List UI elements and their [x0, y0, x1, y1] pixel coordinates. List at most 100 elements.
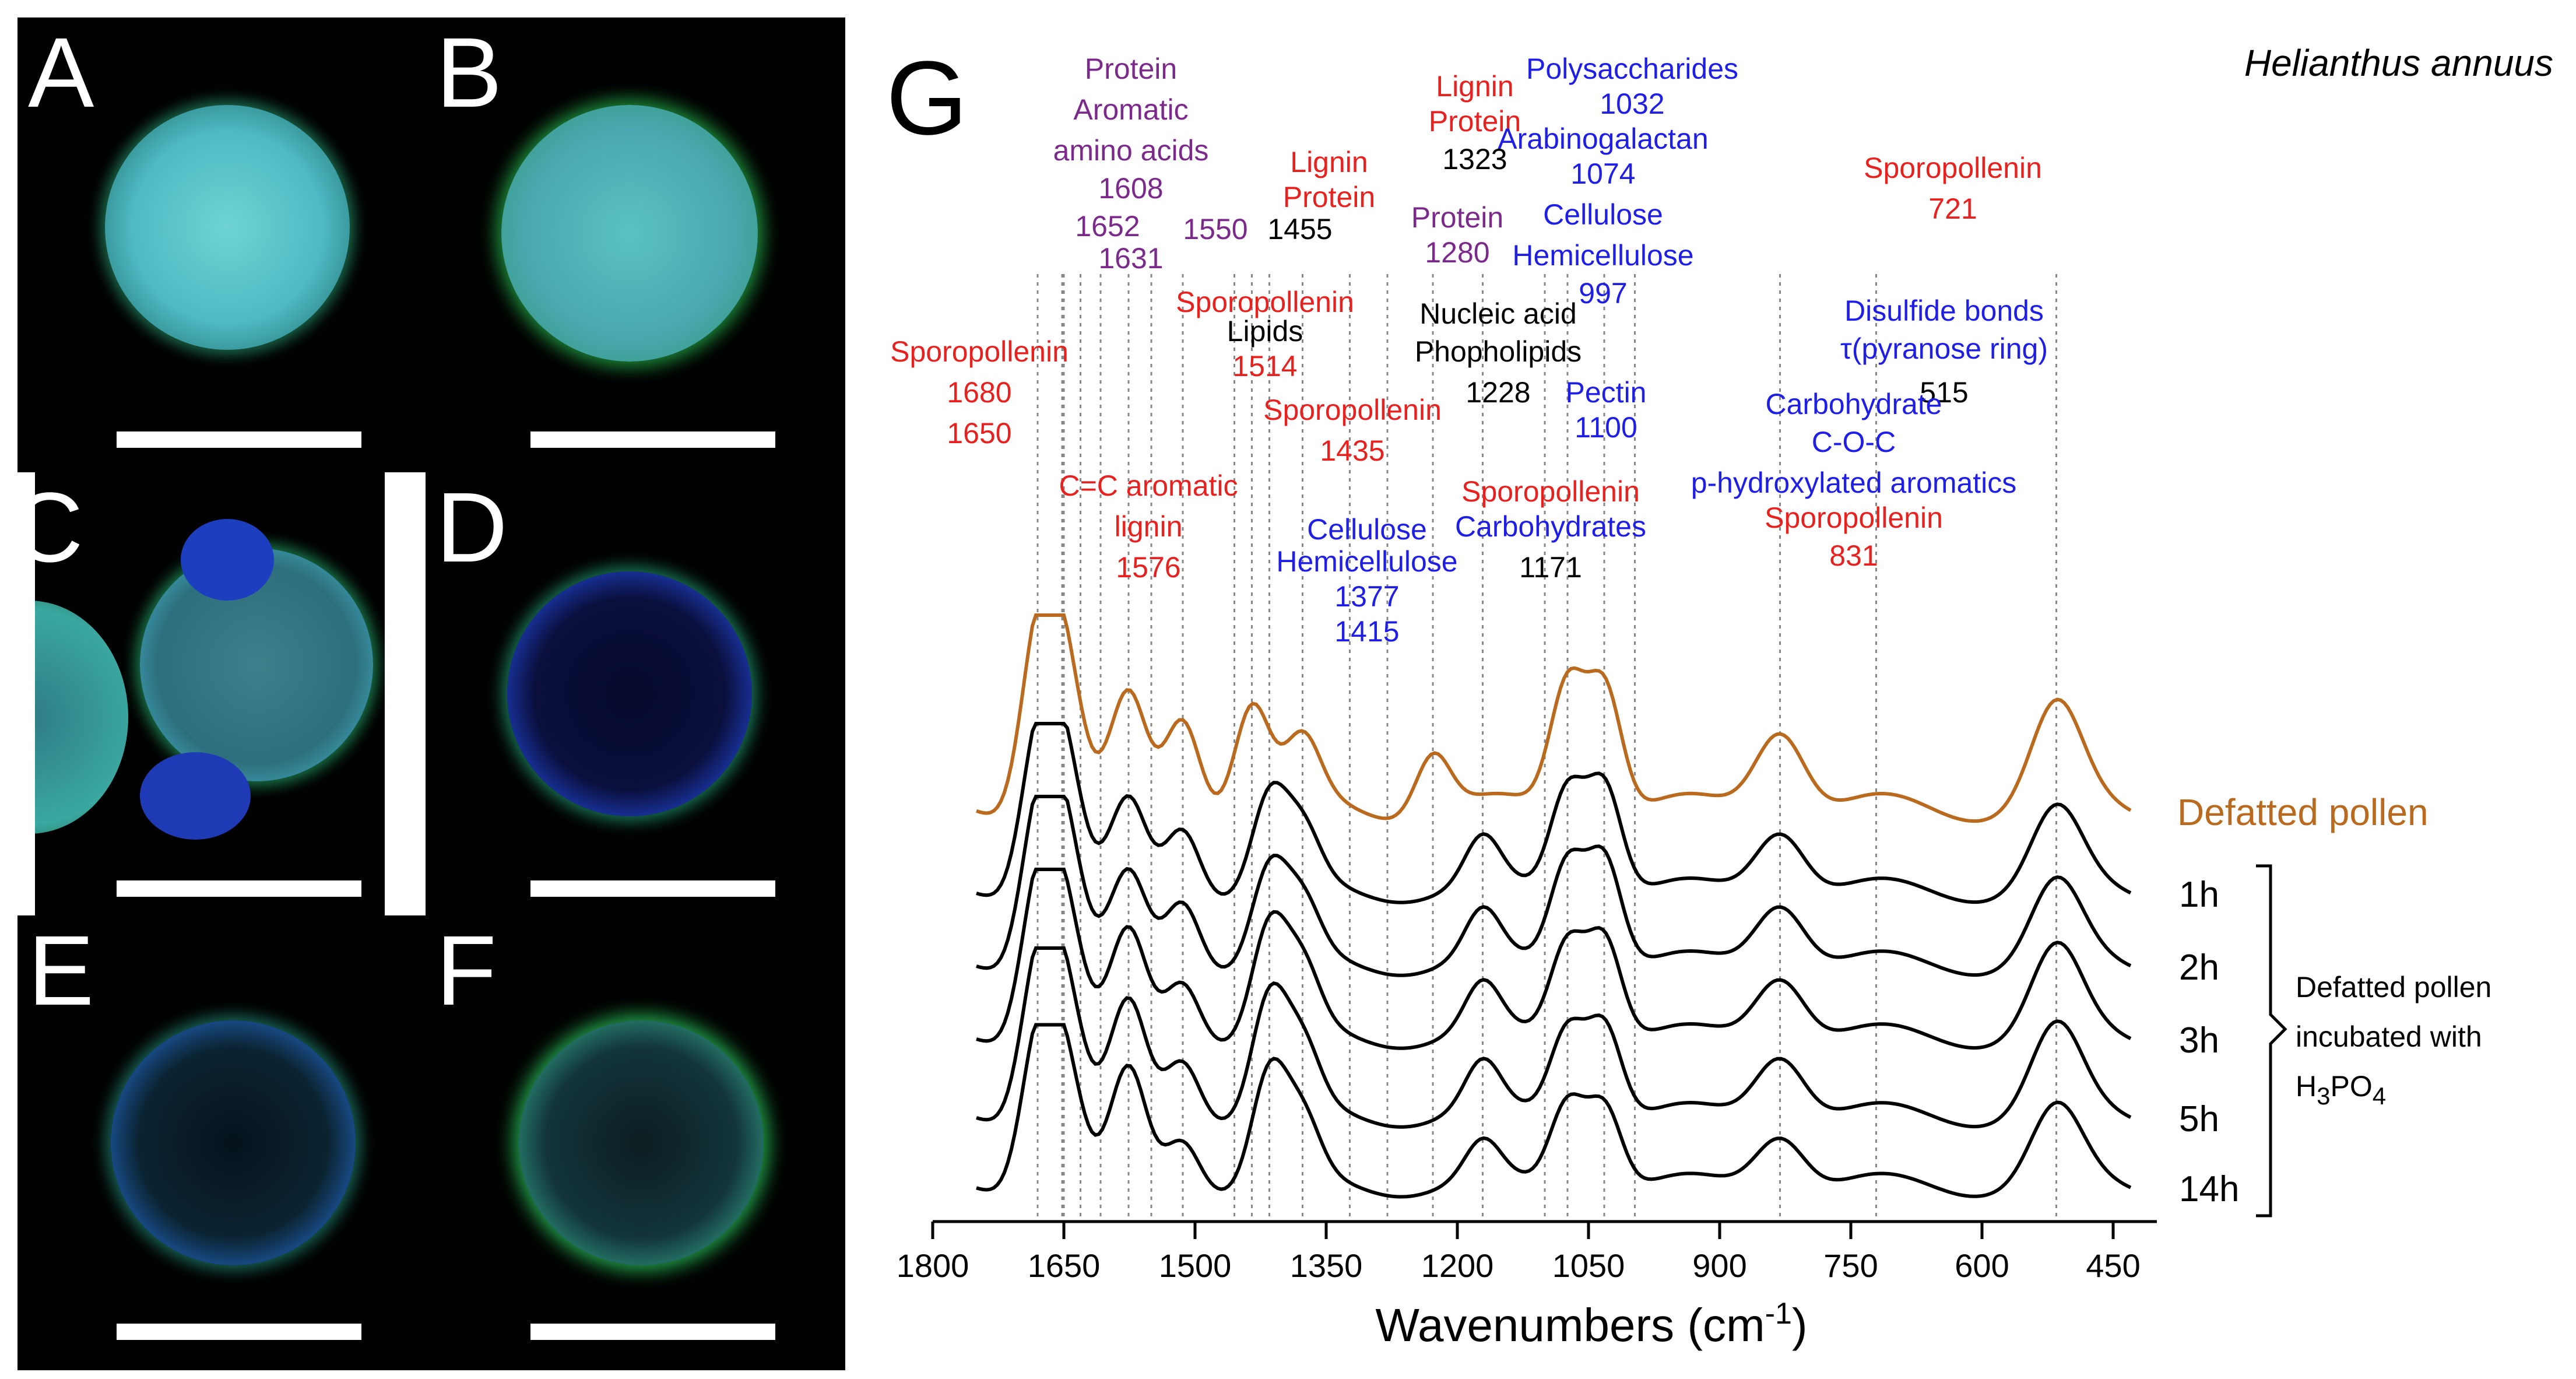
- x-axis-label: Wavenumbers (cm-1): [1375, 1297, 1807, 1351]
- x-tick-label: 1050: [1552, 1247, 1625, 1284]
- band-annotation: C=C aromatic: [1059, 469, 1238, 502]
- band-annotation: amino acids: [1053, 134, 1209, 167]
- band-annotation: 831: [1829, 539, 1878, 572]
- band-annotation: Cellulose: [1307, 513, 1427, 546]
- scale-bar: [117, 880, 361, 897]
- spectrum-line: [976, 613, 2132, 823]
- micrograph-panel-f: F: [426, 915, 845, 1370]
- bracket-label-line-1: Defatted pollen: [2296, 971, 2491, 1003]
- pollen-grain: [111, 1020, 356, 1265]
- scale-bar: [117, 431, 361, 448]
- band-annotation: 1032: [1600, 87, 1664, 120]
- micrograph-grid: A B C D E F: [0, 0, 863, 1379]
- x-tick-label: 600: [1955, 1247, 2009, 1284]
- x-tick-label: 1650: [1028, 1247, 1101, 1284]
- band-annotation: 1550: [1183, 213, 1247, 245]
- band-annotation: C-O-C: [1812, 426, 1896, 458]
- x-axis: 1800 1650 1500 1350 1200 1050 900 750 600 450: [897, 1220, 2157, 1284]
- x-tick-label: 1800: [897, 1247, 969, 1284]
- band-annotation: 1171: [1519, 551, 1582, 584]
- band-annotation: 1280: [1425, 236, 1489, 269]
- spectrum-line: [976, 722, 2132, 904]
- band-annotation: Disulfide bonds: [1844, 294, 2044, 327]
- band-annotation: Lipids: [1227, 315, 1303, 348]
- micrograph-panel-a: A: [17, 17, 426, 472]
- band-annotation: 1100: [1575, 411, 1637, 444]
- scale-bar: [117, 1324, 361, 1340]
- panel-letter-g: G: [886, 40, 968, 157]
- band-annotation: Pectin: [1566, 376, 1647, 409]
- pollen-clump: [181, 519, 274, 601]
- pollen-grain: [501, 105, 758, 362]
- band-annotation: Protein: [1085, 52, 1177, 85]
- band-annotation: Lignin: [1436, 70, 1513, 103]
- band-annotation: 1650: [947, 417, 1011, 450]
- spectrum-line: [976, 795, 2132, 977]
- band-annotation: Aromatic: [1073, 93, 1188, 126]
- band-annotation: 1514: [1232, 350, 1297, 383]
- pollen-grain: [507, 571, 752, 816]
- x-tick-label: 1200: [1421, 1247, 1494, 1284]
- series-label: 3h: [2179, 1020, 2219, 1061]
- series-label: 5h: [2179, 1099, 2219, 1139]
- band-annotation: Polysaccharides: [1526, 52, 1738, 85]
- x-tick-label: 450: [2086, 1247, 2140, 1284]
- band-annotation: Phopholipids: [1415, 335, 1582, 368]
- band-annotation: lignin: [1115, 510, 1183, 543]
- band-annotation: Lignin: [1290, 146, 1368, 178]
- spectrum-line: [976, 868, 2132, 1050]
- series-labels: Defatted pollen 1h 2h 3h 5h 14h: [2177, 791, 2429, 1209]
- band-annotation: 997: [1579, 277, 1627, 310]
- band-annotation: Sporopollenin: [890, 335, 1069, 368]
- panel-letter-d: D: [436, 472, 508, 583]
- band-annotation: Sporopollenin: [1765, 501, 1943, 534]
- band-annotation: 1680: [947, 376, 1011, 409]
- micrograph-panel-d: D: [426, 472, 845, 915]
- pollen-grain: [105, 105, 350, 350]
- band-annotation: 1455: [1267, 213, 1332, 245]
- peak-guide-lines: [1036, 274, 2057, 1222]
- ftir-spectra-chart: G Helianthus annuus Defatted pollen 1h 2h 3…: [886, 40, 2553, 1351]
- series-label: Defatted pollen: [2177, 791, 2429, 833]
- x-tick-label: 750: [1823, 1247, 1878, 1284]
- band-annotation: Sporopollenin: [1864, 152, 2042, 184]
- band-annotation: p-hydroxylated aromatics: [1691, 466, 2017, 499]
- pollen-grain: [519, 1020, 764, 1265]
- band-annotation: 1576: [1116, 551, 1180, 584]
- band-annotation: Hemicellulose: [1276, 545, 1457, 578]
- panel-letter-f: F: [436, 915, 497, 1026]
- band-annotation: 515: [1920, 376, 1968, 409]
- panel-letter-b: B: [436, 17, 502, 128]
- micrograph-panel-c: C: [35, 472, 385, 915]
- band-annotation: 721: [1928, 192, 1977, 225]
- x-tick-label: 900: [1692, 1247, 1746, 1284]
- band-annotation: Arabinogalactan: [1498, 122, 1708, 155]
- band-annotation: Cellulose: [1543, 198, 1663, 231]
- band-annotation: Nucleic acid: [1419, 297, 1577, 330]
- panel-letter-a: A: [28, 17, 94, 128]
- x-tick-label: 1350: [1290, 1247, 1363, 1284]
- band-annotation: Carbohydrate: [1766, 388, 1942, 420]
- band-annotation: Hemicellulose: [1512, 239, 1693, 272]
- band-annotation: 1631: [1098, 242, 1163, 275]
- bracket-label-line-2: incubated with: [2296, 1020, 2482, 1053]
- spectra-series: [976, 613, 2132, 1199]
- band-annotation: 1228: [1466, 376, 1530, 409]
- band-annotation: Sporopollenin: [1461, 475, 1640, 508]
- band-annotation: 1323: [1442, 143, 1507, 176]
- band-annotation: 1377: [1334, 580, 1399, 613]
- band-annotations: Protein Aromatic amino acids 1608 1652 1550 16…: [890, 52, 2048, 648]
- spectrum-line: [976, 946, 2132, 1129]
- band-annotation: Protein: [1411, 201, 1503, 234]
- scale-bar: [530, 880, 775, 897]
- band-annotation: 1608: [1098, 172, 1163, 205]
- band-annotation: Carbohydrates: [1455, 510, 1646, 543]
- band-annotation: 1074: [1570, 157, 1635, 190]
- band-annotation: Sporopollenin: [1263, 394, 1442, 426]
- incubation-bracket: [2256, 864, 2287, 1217]
- band-annotation: Protein: [1283, 181, 1375, 213]
- scale-bar: [530, 431, 775, 448]
- x-tick-label: 1500: [1159, 1247, 1232, 1284]
- series-label: 14h: [2179, 1169, 2239, 1209]
- bracket-formula: H3PO4: [2296, 1070, 2386, 1110]
